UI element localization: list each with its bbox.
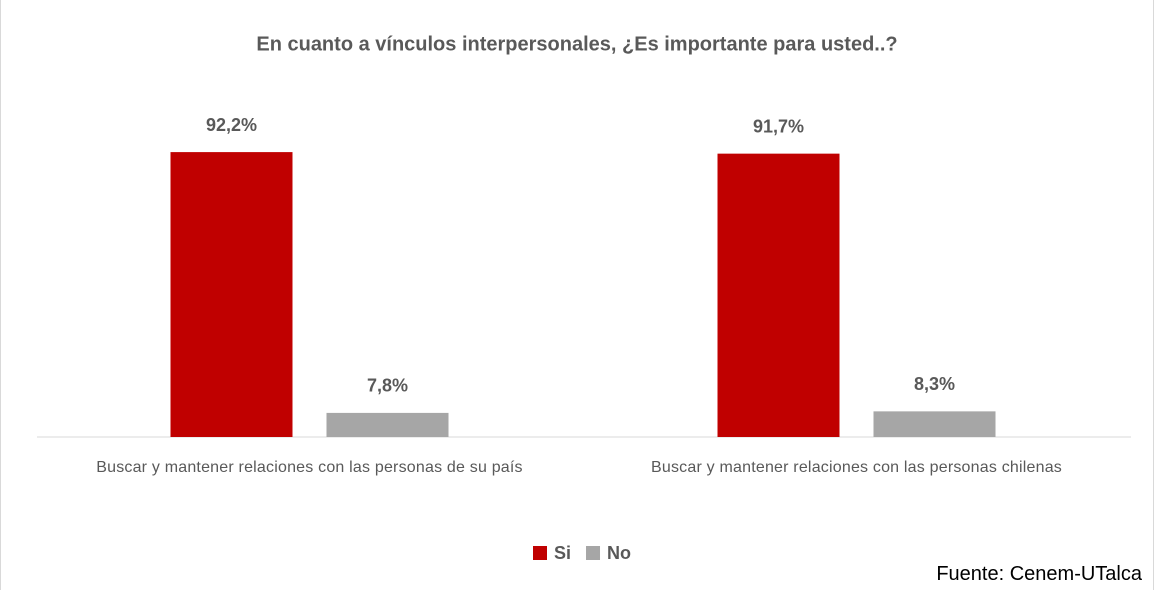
- legend-label: Si: [554, 543, 571, 563]
- bar: [873, 411, 996, 437]
- bar: [326, 412, 449, 437]
- x-tick-label: Buscar y mantener relaciones con las per…: [96, 459, 523, 476]
- data-label: 7,8%: [367, 376, 408, 396]
- data-label: 8,3%: [914, 374, 955, 394]
- data-label: 91,7%: [753, 116, 804, 136]
- source-note: Fuente: Cenem-UTalca: [936, 563, 1142, 585]
- bar: [717, 153, 840, 437]
- bar: [170, 152, 293, 438]
- legend-swatch: [533, 546, 547, 560]
- chart-title: En cuanto a vínculos interpersonales, ¿E…: [256, 33, 897, 55]
- legend-swatch: [586, 546, 601, 560]
- legend-label: No: [607, 543, 631, 563]
- x-tick-label: Buscar y mantener relaciones con las per…: [650, 459, 1062, 476]
- data-label: 92,2%: [206, 115, 257, 135]
